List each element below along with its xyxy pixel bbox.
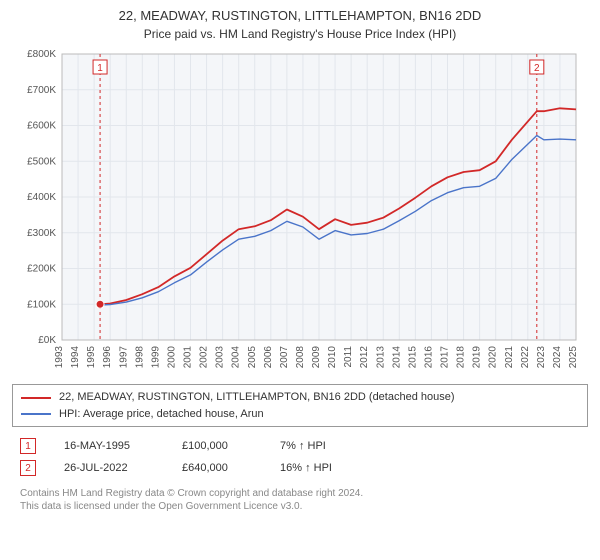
x-tick-label: 1997 bbox=[118, 346, 129, 369]
legend-label: 22, MEADWAY, RUSTINGTON, LITTLEHAMPTON, … bbox=[59, 389, 455, 406]
x-tick-label: 1995 bbox=[86, 346, 97, 369]
x-tick-label: 2015 bbox=[407, 346, 418, 369]
x-tick-label: 2019 bbox=[472, 346, 483, 369]
legend-swatch bbox=[21, 397, 51, 399]
marker-number: 2 bbox=[534, 63, 540, 74]
legend-item: HPI: Average price, detached house, Arun bbox=[21, 406, 579, 423]
chart-area: £0K £100K £200K £300K £400K £500K £600K £700K £8… bbox=[12, 48, 588, 378]
y-tick-label: £500K bbox=[27, 157, 56, 168]
x-tick-label: 2022 bbox=[520, 346, 531, 369]
legend-label: HPI: Average price, detached house, Arun bbox=[59, 406, 264, 423]
y-tick-label: £600K bbox=[27, 121, 56, 132]
line-chart: £0K £100K £200K £300K £400K £500K £600K £700K £8… bbox=[12, 48, 588, 378]
x-tick-label: 2024 bbox=[552, 346, 563, 369]
x-tick-label: 2011 bbox=[343, 346, 354, 368]
x-tick-label: 2012 bbox=[359, 346, 370, 369]
x-tick-label: 2007 bbox=[279, 346, 290, 369]
x-tick-label: 2000 bbox=[166, 346, 177, 369]
x-tick-label: 2008 bbox=[295, 346, 306, 369]
chart-subtitle: Price paid vs. HM Land Registry's House … bbox=[12, 27, 588, 43]
record-marker: 2 bbox=[20, 460, 36, 476]
x-tick-label: 1999 bbox=[150, 346, 161, 369]
marker-number: 1 bbox=[97, 63, 103, 74]
footer-attribution: Contains HM Land Registry data © Crown c… bbox=[12, 487, 588, 513]
y-tick-label: £0K bbox=[38, 335, 56, 346]
x-tick-label: 2003 bbox=[215, 346, 226, 369]
record-row: 1 16-MAY-1995 £100,000 7% ↑ HPI bbox=[12, 435, 588, 457]
record-hpi: 7% ↑ HPI bbox=[280, 440, 360, 452]
y-tick-label: £700K bbox=[27, 85, 56, 96]
y-tick-label: £200K bbox=[27, 264, 56, 275]
x-tick-label: 2025 bbox=[568, 346, 579, 369]
x-tick-label: 2010 bbox=[327, 346, 338, 369]
x-tick-label: 2004 bbox=[231, 346, 242, 369]
record-hpi: 16% ↑ HPI bbox=[280, 462, 360, 474]
record-date: 16-MAY-1995 bbox=[64, 440, 154, 452]
x-tick-label: 2005 bbox=[247, 346, 258, 369]
x-tick-label: 2001 bbox=[183, 346, 194, 369]
x-tick-label: 1998 bbox=[134, 346, 145, 369]
x-tick-label: 2021 bbox=[504, 346, 515, 369]
x-tick-label: 2009 bbox=[311, 346, 322, 369]
y-tick-label: £800K bbox=[27, 49, 56, 60]
x-tick-label: 2014 bbox=[391, 346, 402, 369]
x-tick-label: 2006 bbox=[263, 346, 274, 369]
x-tick-label: 1993 bbox=[54, 346, 65, 369]
y-tick-label: £100K bbox=[27, 300, 56, 311]
x-tick-label: 2017 bbox=[440, 346, 451, 369]
record-date: 26-JUL-2022 bbox=[64, 462, 154, 474]
sale-marker-dot bbox=[96, 301, 104, 309]
x-tick-label: 2016 bbox=[423, 346, 434, 369]
chart-title: 22, MEADWAY, RUSTINGTON, LITTLEHAMPTON, … bbox=[12, 8, 588, 25]
x-tick-label: 2018 bbox=[456, 346, 467, 369]
record-row: 2 26-JUL-2022 £640,000 16% ↑ HPI bbox=[12, 457, 588, 479]
legend-item: 22, MEADWAY, RUSTINGTON, LITTLEHAMPTON, … bbox=[21, 389, 579, 406]
x-tick-label: 2023 bbox=[536, 346, 547, 369]
record-price: £640,000 bbox=[182, 462, 252, 474]
record-marker: 1 bbox=[20, 438, 36, 454]
y-tick-label: £400K bbox=[27, 192, 56, 203]
x-tick-label: 2002 bbox=[199, 346, 210, 369]
x-tick-label: 1994 bbox=[70, 346, 81, 369]
legend: 22, MEADWAY, RUSTINGTON, LITTLEHAMPTON, … bbox=[12, 384, 588, 427]
record-price: £100,000 bbox=[182, 440, 252, 452]
legend-swatch bbox=[21, 413, 51, 415]
footer-line-1: Contains HM Land Registry data © Crown c… bbox=[20, 487, 580, 500]
footer-line-2: This data is licensed under the Open Gov… bbox=[20, 500, 580, 513]
records-table: 1 16-MAY-1995 £100,000 7% ↑ HPI 2 26-JUL-2022… bbox=[12, 435, 588, 479]
y-tick-label: £300K bbox=[27, 228, 56, 239]
x-tick-label: 2013 bbox=[375, 346, 386, 369]
x-tick-label: 2020 bbox=[488, 346, 499, 369]
x-tick-label: 1996 bbox=[102, 346, 113, 369]
